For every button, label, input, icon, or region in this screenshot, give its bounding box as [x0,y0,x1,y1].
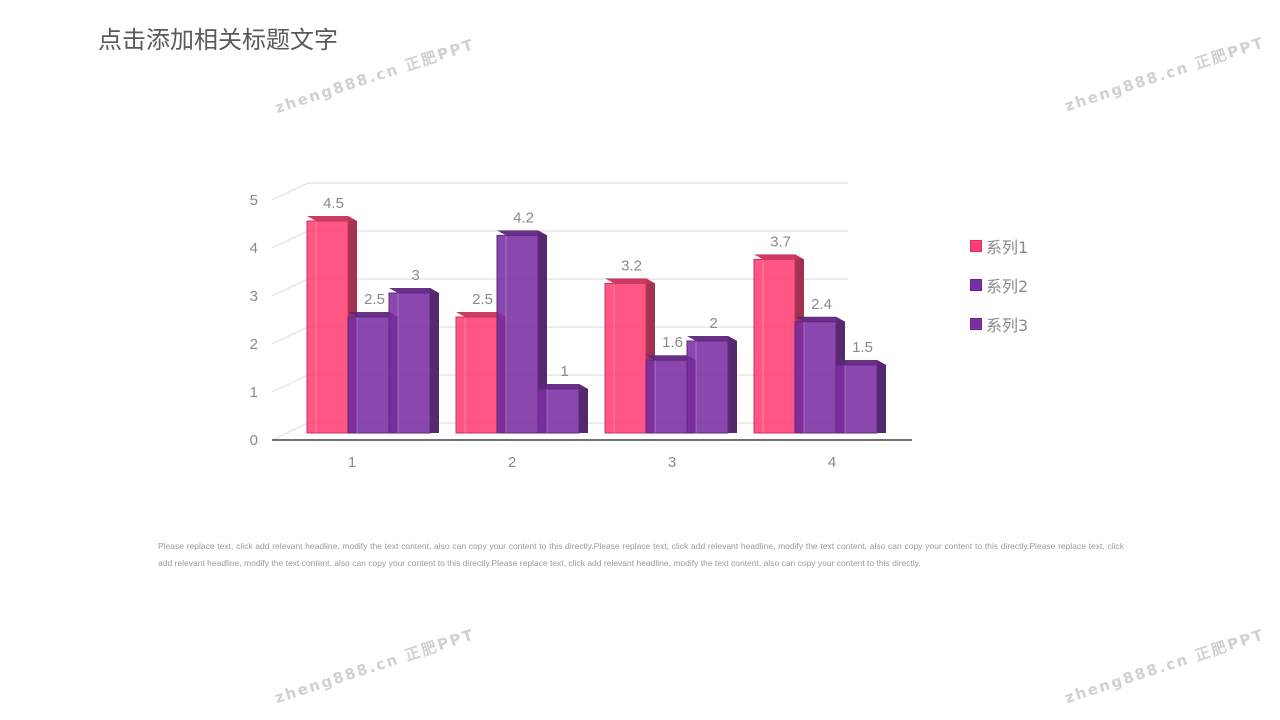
y-tick-label: 4 [250,240,258,257]
bar-top [389,288,439,293]
y-tick-label: 1 [250,384,258,401]
x-tick-label: 1 [348,454,356,471]
bar [645,359,688,434]
legend-item: 系列2 [970,265,1028,304]
bar [388,292,431,434]
gridline-connector [271,326,309,345]
gridline-connector [271,422,309,441]
gridline-connector [271,182,309,201]
y-tick-label: 3 [250,288,258,305]
gridline-connector [271,374,309,393]
data-label: 2.5 [364,291,385,308]
bar [604,282,647,434]
x-tick-label: 4 [828,454,836,471]
legend-swatch [970,317,982,330]
x-tick-label: 3 [668,454,676,471]
legend-swatch [970,278,982,291]
y-tick-label: 0 [250,432,258,449]
bar-top [307,216,357,221]
legend-label: 系列1 [986,237,1029,257]
data-label: 1.6 [662,334,683,351]
bar-top [687,336,737,341]
bar-side [579,384,588,433]
data-label: 4.5 [323,195,344,212]
x-tick-label: 2 [508,454,516,471]
bar-top [795,316,845,322]
bar [835,364,878,434]
y-tick-label: 5 [250,192,258,209]
data-label: 1 [560,363,568,380]
chart-legend: 系列1 系列2 系列3 [970,226,1028,343]
bar-top [605,278,655,284]
bar-top [538,384,588,389]
bar-side [877,360,886,433]
data-label: 3.2 [621,257,642,274]
bar-side [430,288,439,433]
bar [455,316,498,434]
body-text: Please replace text, click add relevant … [158,541,1124,568]
legend-swatch [970,239,982,252]
legend-item: 系列1 [970,226,1028,265]
bar [794,321,837,434]
bar [347,316,390,434]
bar-side [538,230,547,433]
bar [753,258,796,434]
data-label: 4.2 [513,209,534,226]
slide-title: 点击添加相关标题文字 [98,26,338,54]
bar [306,220,349,434]
y-tick-label: 2 [250,336,258,353]
bar [686,340,729,434]
data-label: 1.5 [852,339,873,356]
bar-top [646,355,696,361]
gridline-connector [271,230,309,249]
legend-label: 系列2 [986,276,1029,296]
bar-top [836,360,886,365]
bar-top [456,312,506,317]
bar-top [497,230,547,236]
data-label: 2 [709,315,717,332]
bar-top [348,312,398,317]
legend-label: 系列3 [986,315,1029,335]
bar [537,388,580,434]
legend-item: 系列3 [970,304,1028,343]
bar-side [728,336,737,433]
bar-top [754,254,804,260]
data-label: 3.7 [770,233,791,250]
bar [496,234,539,434]
gridline-connector [271,278,309,297]
data-label: 3 [411,267,419,284]
data-label: 2.4 [811,296,832,313]
data-label: 2.5 [472,291,493,308]
